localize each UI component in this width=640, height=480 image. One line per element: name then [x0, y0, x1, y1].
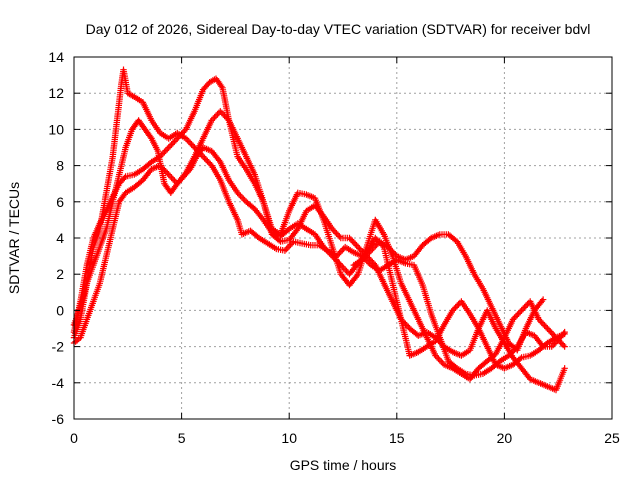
y-tick-label: 10: [48, 121, 64, 137]
x-axis-label: GPS time / hours: [290, 457, 397, 473]
y-tick-label: 8: [56, 158, 64, 174]
y-tick-label: 12: [48, 85, 64, 101]
y-tick-label: -6: [52, 411, 65, 427]
x-tick-label: 0: [70, 430, 78, 446]
y-tick-label: 4: [56, 230, 64, 246]
y-axis-label: SDTVAR / TECUs: [6, 182, 22, 294]
x-tick-label: 20: [497, 430, 513, 446]
y-tick-label: 6: [56, 194, 64, 210]
x-tick-label: 15: [389, 430, 405, 446]
chart: 0 5 10 15 20 25 -6 -4 -2 0 2 4 6 8 10 12 14 Day 012 of …: [0, 0, 640, 480]
y-tick-label: 2: [56, 266, 64, 282]
chart-title: Day 012 of 2026, Sidereal Day-to-day VTE…: [86, 21, 591, 37]
y-tick-label: 14: [48, 49, 64, 65]
x-tick-label: 25: [604, 430, 620, 446]
x-tick-label: 5: [178, 430, 186, 446]
y-tick-label: -4: [52, 375, 65, 391]
x-tick-label: 10: [281, 430, 297, 446]
y-tick-label: -2: [52, 339, 65, 355]
y-tick-label: 0: [56, 302, 64, 318]
